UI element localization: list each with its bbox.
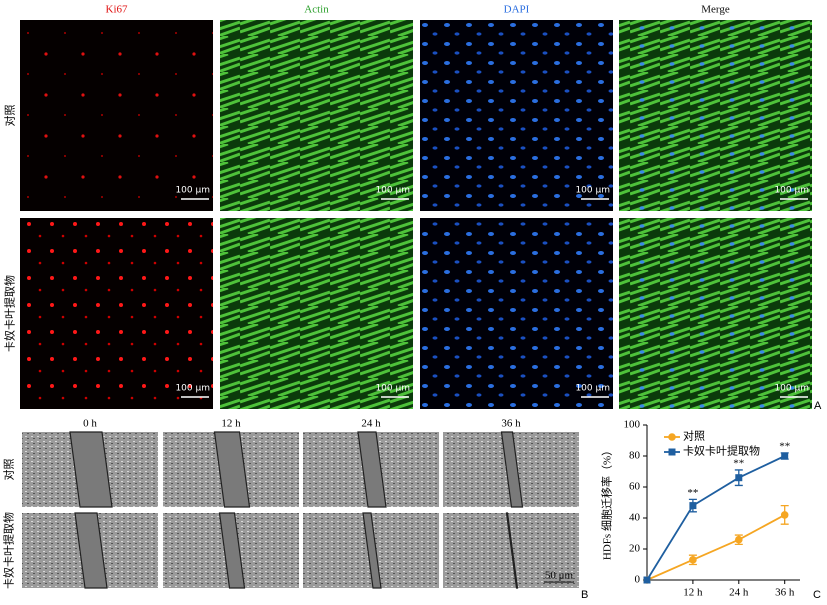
row-label: 卡奴卡叶提取物 [3, 275, 17, 352]
column-header: 12 h [221, 418, 241, 430]
data-point [780, 511, 789, 519]
data-point [735, 474, 743, 482]
y-tick-label: 100 [624, 419, 641, 431]
y-axis-label: HDFs 细胞迁移率（%） [600, 445, 614, 560]
panel-label: B [581, 589, 588, 601]
data-point [689, 502, 697, 510]
micrograph [220, 20, 413, 211]
significance: ** [733, 457, 744, 469]
column-header: 24 h [361, 418, 381, 430]
scale-bar-label: 100 μm [575, 384, 610, 394]
column-header: Merge [701, 4, 730, 16]
micrographs: Ki67 100 μm 100 μm Actin 100 μm 100 μm DAPI 100… [2, 4, 822, 601]
scale-bar-label: 50 μm [545, 570, 574, 582]
legend-label: 卡奴卡叶提取物 [683, 444, 760, 458]
panel-label: A [814, 400, 822, 412]
micrograph [420, 218, 613, 409]
legend-label: 对照 [683, 429, 705, 443]
micrograph [420, 20, 613, 211]
wound-gap [500, 431, 524, 508]
line-chart: 0 20 40 60 80 100 12 h 24 h 36 h HDFs 细胞迁移率（%） C 对照… [600, 419, 821, 601]
series-line [646, 455, 786, 581]
legend-marker [668, 433, 676, 441]
data-point [689, 556, 697, 564]
row-label: 卡奴卡叶提取物 [2, 512, 16, 589]
wound-gap [362, 512, 382, 589]
row-label: 对照 [3, 105, 17, 127]
column-header: Actin [304, 4, 329, 16]
micrograph [619, 20, 812, 211]
x-tick-label: 36 h [775, 587, 795, 599]
series-line [646, 514, 786, 581]
scale-bar-label: 100 μm [375, 384, 410, 394]
wound-gap [505, 512, 519, 589]
data-point [735, 535, 743, 544]
scale-bar-label: 100 μm [774, 186, 809, 196]
column-header: 36 h [501, 418, 521, 430]
y-tick-label: 0 [635, 574, 641, 586]
wound-gap [69, 431, 113, 508]
significance: ** [687, 487, 698, 499]
column-header: DAPI [504, 4, 530, 16]
wound-gap [74, 512, 108, 589]
y-tick-label: 80 [629, 450, 641, 462]
micrograph [20, 218, 213, 409]
y-tick-label: 60 [629, 481, 641, 493]
data-point [643, 576, 651, 584]
wound-gap [357, 431, 387, 508]
column-header: Ki67 [106, 4, 129, 16]
data-point [781, 452, 789, 460]
y-tick-label: 20 [629, 543, 641, 555]
legend-marker [668, 448, 676, 456]
y-tick-label: 40 [629, 512, 641, 524]
panel-label: C [813, 589, 821, 601]
scale-bar-label: 100 μm [575, 186, 610, 196]
column-header: 0 h [83, 418, 97, 430]
micrograph [20, 20, 213, 211]
micrograph [220, 218, 413, 409]
scale-bar-label: 100 μm [175, 186, 210, 196]
wound-gap [213, 431, 251, 508]
scale-bar-label: 100 μm [175, 384, 210, 394]
scale-bar-label: 100 μm [375, 186, 410, 196]
row-label: 对照 [2, 459, 16, 481]
wound-gap [218, 512, 246, 589]
micrograph [619, 218, 812, 409]
significance: ** [779, 440, 790, 452]
x-tick-label: 24 h [729, 587, 749, 599]
x-tick-label: 12 h [683, 587, 703, 599]
scale-bar-label: 100 μm [774, 384, 809, 394]
